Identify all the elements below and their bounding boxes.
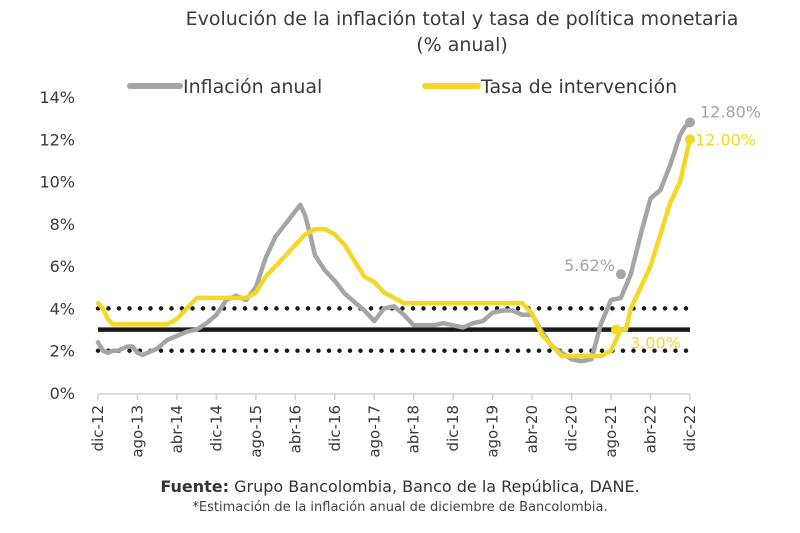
x-tick-label: abr-14 xyxy=(168,405,186,453)
y-tick-label: 2% xyxy=(50,342,75,361)
x-axis: dic-12 ago-13 abr-14 dic-14 ago-15 abr-16 dic-… xyxy=(89,393,699,458)
annotation-label: 5.62% xyxy=(564,256,615,275)
x-tick-label: dic-14 xyxy=(207,405,225,451)
annotation-label: 12.80% xyxy=(700,102,761,121)
annotation-label: 3.00% xyxy=(630,334,681,353)
y-axis: 0% 2% 4% 6% 8% 10% 12% 14% xyxy=(39,88,75,403)
series-line-tasa xyxy=(95,137,693,359)
x-tick-label: ago-13 xyxy=(128,405,146,458)
chart-title: Evolución de la inflación total y tasa d… xyxy=(185,8,739,30)
y-tick-label: 0% xyxy=(50,384,75,403)
y-tick-label: 4% xyxy=(50,299,75,318)
annotation-marker xyxy=(685,117,695,128)
source-label: Fuente: xyxy=(160,477,229,496)
y-tick-label: 10% xyxy=(39,173,75,192)
x-tick-label: abr-18 xyxy=(405,405,423,453)
legend: Inflación anual Tasa de intervención xyxy=(127,76,677,98)
x-tick-label: ago-19 xyxy=(484,405,502,458)
footnote: *Estimación de la inflación anual de dic… xyxy=(192,500,608,515)
x-tick-label: dic-12 xyxy=(89,405,107,451)
x-tick-label: ago-17 xyxy=(365,405,383,458)
annotation-marker xyxy=(611,324,621,335)
series-group xyxy=(95,120,693,364)
series-line-inflacion xyxy=(95,120,693,364)
x-tick-label: abr-20 xyxy=(523,405,541,453)
x-tick-label: dic-20 xyxy=(563,405,581,451)
source-line: Fuente: Grupo Bancolombia, Banco de la R… xyxy=(0,477,800,496)
annotation-label: 12.00% xyxy=(695,130,756,149)
y-tick-label: 6% xyxy=(50,257,75,276)
annotation-marker xyxy=(685,134,695,145)
annotations: 12.80% 12.00% 5.62% 3.00% xyxy=(564,102,761,352)
annotation-marker xyxy=(615,269,626,280)
legend-label-inflacion: Inflación anual xyxy=(183,76,322,98)
x-tick-label: dic-18 xyxy=(444,405,462,451)
x-tick-label: dic-22 xyxy=(681,405,699,451)
x-tick-label: abr-16 xyxy=(286,405,304,453)
y-tick-label: 14% xyxy=(39,88,75,107)
y-tick-label: 8% xyxy=(50,215,75,234)
x-tick-label: abr-22 xyxy=(642,405,660,453)
x-tick-label: ago-15 xyxy=(247,405,265,458)
y-tick-label: 12% xyxy=(39,130,75,149)
chart-subtitle: (% anual) xyxy=(416,34,508,56)
source-text: Grupo Bancolombia, Banco de la República… xyxy=(229,477,640,496)
legend-label-tasa: Tasa de intervención xyxy=(480,76,677,98)
x-tick-label: dic-16 xyxy=(326,405,344,451)
x-tick-label: ago-21 xyxy=(602,405,620,458)
